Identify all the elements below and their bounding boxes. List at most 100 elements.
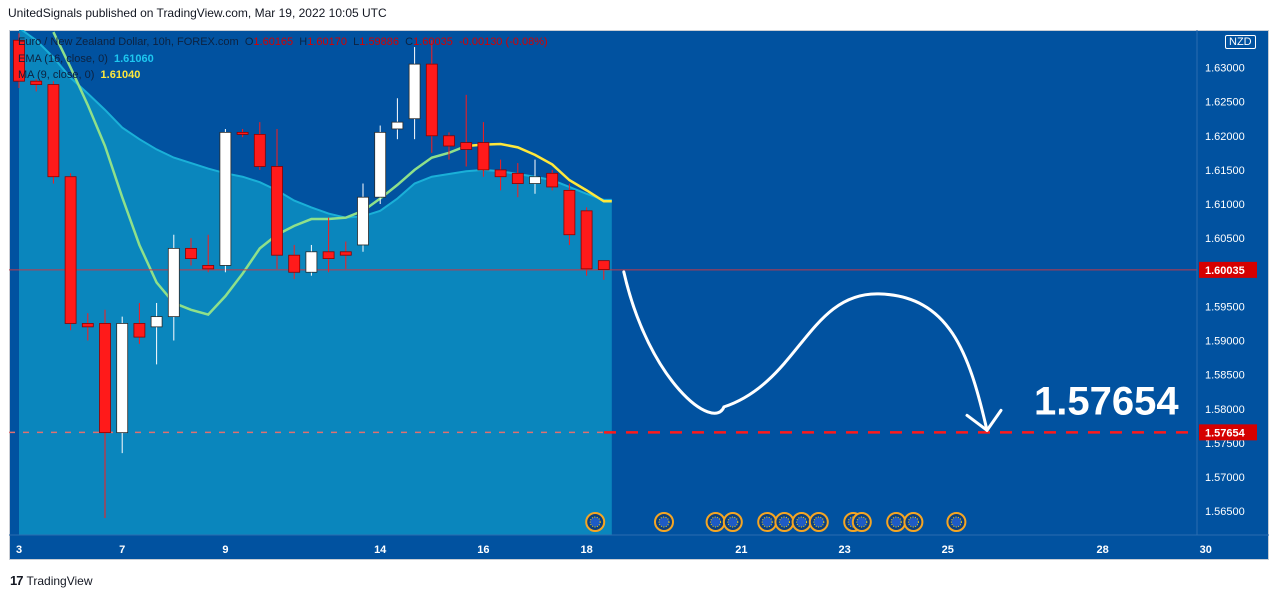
candle-body: [580, 210, 593, 270]
low-label: L: [353, 36, 360, 48]
eu-flag-icon: [710, 516, 722, 528]
x-tick-label: 3: [16, 544, 22, 556]
candle-body: [99, 323, 111, 434]
close-value: 1.60035: [413, 36, 453, 48]
open-label: O: [244, 36, 254, 48]
x-tick-label: 9: [222, 544, 228, 556]
eu-flag-icon: [950, 516, 962, 528]
eu-flag-icon: [727, 516, 739, 528]
symbol-legend[interactable]: Euro / New Zealand Dollar, 10h, FOREX.co…: [18, 36, 548, 48]
y-tick-label: 1.62500: [1205, 97, 1245, 109]
change-value: -0.00130 (-0.08%): [459, 36, 548, 48]
y-tick-label: 1.57000: [1205, 472, 1245, 484]
tradingview-logo-icon: 17: [10, 573, 24, 588]
candle-body: [374, 131, 387, 198]
y-tick-label: 1.62000: [1205, 131, 1245, 143]
ema-label: EMA (16, close, 0): [18, 53, 108, 65]
currency-badge[interactable]: NZD: [1225, 35, 1256, 49]
x-tick-label: 18: [580, 544, 592, 556]
candle-body: [202, 265, 215, 270]
y-tick-label: 1.61000: [1205, 199, 1245, 211]
ma-line-recent: [466, 142, 612, 203]
candle-body: [511, 172, 524, 184]
candle-body: [288, 254, 301, 273]
candle-body: [408, 63, 421, 120]
ema-value: 1.61060: [114, 53, 154, 65]
candle-body: [236, 131, 249, 135]
candle-body: [116, 323, 129, 434]
eu-flag-icon: [778, 516, 790, 528]
candle-body: [546, 172, 559, 188]
y-tick-label: 1.59500: [1205, 301, 1245, 313]
candle-body: [167, 247, 180, 318]
close-label: C: [405, 36, 414, 48]
ema-area-fill: [19, 30, 612, 535]
candle-body: [81, 323, 94, 328]
candle-body: [529, 176, 541, 184]
high-value: 1.60170: [307, 36, 348, 48]
candle-body: [391, 121, 404, 130]
y-tick-label: 1.57500: [1205, 438, 1245, 450]
candle-body: [305, 251, 318, 273]
candle-body: [563, 189, 576, 236]
eu-flag-icon: [890, 516, 902, 528]
candle-body: [150, 316, 163, 328]
low-value: 1.59886: [359, 36, 400, 48]
eu-flag-icon: [761, 516, 773, 528]
candle-body: [443, 135, 455, 147]
y-tick-label: 1.61500: [1205, 165, 1245, 177]
target-price-tag: [1199, 424, 1257, 441]
tradingview-brand: TradingView: [26, 573, 93, 588]
candle-body: [357, 196, 369, 246]
x-tick-label: 28: [1096, 544, 1108, 556]
y-tick-label: 1.58500: [1205, 370, 1245, 382]
eu-flag-icon: [658, 516, 670, 528]
y-tick-label: 1.59000: [1205, 336, 1245, 348]
candle-body: [425, 63, 438, 137]
ma-line: [52, 31, 467, 316]
eu-flag-icon: [813, 516, 825, 528]
target-price-annotation: 1.57654: [1034, 379, 1179, 423]
candle-body: [219, 131, 232, 266]
x-tick-label: 25: [942, 544, 954, 556]
current-price-tag: [1199, 261, 1257, 278]
ma-label: MA (9, close, 0): [18, 69, 95, 81]
x-tick-label: 14: [374, 544, 387, 556]
y-tick-label: 1.60500: [1205, 233, 1245, 245]
ma-legend[interactable]: MA (9, close, 0) 1.61040: [18, 69, 140, 81]
candle-body: [133, 323, 146, 338]
eu-flag-icon: [796, 516, 808, 528]
candle-body: [271, 166, 283, 256]
candle-body: [477, 142, 490, 171]
candle-body: [253, 134, 266, 167]
high-label: H: [299, 36, 308, 48]
candle-body: [185, 247, 197, 260]
candle-body: [64, 176, 77, 324]
projection-arrow-head: [965, 408, 1003, 432]
x-tick-label: 23: [838, 544, 850, 556]
y-tick-label: 1.56500: [1205, 506, 1245, 518]
y-tick-label: 1.58000: [1205, 404, 1245, 416]
x-tick-label: 16: [477, 544, 489, 556]
price-chart[interactable]: 1.57654 1.56500 1.57000 1.57500 1.58000 1.585…: [9, 30, 1269, 560]
eu-flag-icon: [589, 516, 601, 528]
candle-body: [460, 142, 473, 150]
candle-body: [47, 84, 60, 178]
candle-body: [339, 251, 352, 256]
candle-body: [597, 260, 610, 270]
current-price-tag-label: 1.60035: [1205, 265, 1245, 277]
y-tick-label: 1.63000: [1205, 63, 1245, 75]
ma-value: 1.61040: [100, 69, 141, 81]
tradingview-footer[interactable]: 17 TradingView: [10, 573, 93, 588]
projection-arrow-path: [622, 270, 989, 432]
target-price-tag-label: 1.57654: [1205, 427, 1246, 439]
publisher-header: UnitedSignals published on TradingView.c…: [8, 6, 387, 20]
candle-body: [13, 39, 25, 82]
candle-body: [30, 80, 43, 85]
ema-legend[interactable]: EMA (16, close, 0) 1.61060: [18, 53, 154, 65]
candle-body: [494, 169, 507, 178]
candle-body: [322, 251, 335, 260]
eu-flag-icon: [907, 516, 919, 528]
eu-flag-icon: [856, 516, 868, 528]
x-tick-label: 30: [1200, 544, 1212, 556]
